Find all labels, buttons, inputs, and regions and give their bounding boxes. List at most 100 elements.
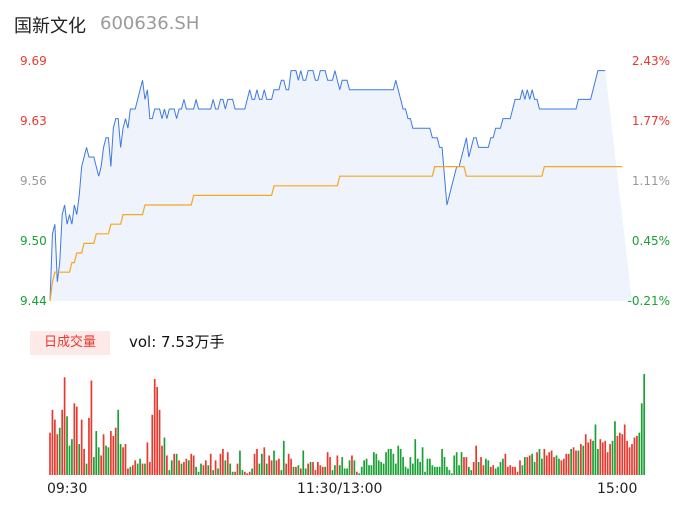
volume-bar <box>146 442 149 475</box>
y-tick-right-0: 2.43% <box>631 54 670 68</box>
volume-bar <box>548 452 551 475</box>
y-tick-left-2: 9.56 <box>20 174 47 188</box>
volume-bar <box>224 460 227 475</box>
volume-bar <box>404 466 407 475</box>
volume-bar <box>253 453 256 475</box>
y-tick-right-4: -0.21% <box>627 294 670 308</box>
volume-bar <box>321 466 324 475</box>
volume-bar <box>58 427 61 475</box>
volume-bar <box>392 453 395 475</box>
volume-bar <box>628 447 631 475</box>
volume-bar <box>122 447 124 475</box>
volume-bar <box>243 471 246 475</box>
volume-bar <box>589 439 592 475</box>
volume-bar <box>85 463 88 475</box>
volume-bar <box>222 448 224 475</box>
volume-bar <box>346 468 348 475</box>
volume-bar <box>185 458 188 475</box>
volume-bar <box>175 453 178 475</box>
y-tick-right-2: 1.11% <box>631 174 670 188</box>
volume-bar <box>268 455 271 475</box>
volume-bar <box>317 461 319 475</box>
volume-bar <box>61 409 64 475</box>
volume-bar <box>514 466 516 475</box>
volume-bar <box>543 448 546 475</box>
volume-bar <box>487 460 490 475</box>
volume-bar <box>594 424 597 475</box>
volume-bar <box>448 470 451 475</box>
volume-bar <box>538 448 541 475</box>
volume-bar <box>368 465 370 475</box>
volume-bar <box>597 448 599 475</box>
volume-bar <box>414 439 417 475</box>
volume-bar <box>287 453 290 475</box>
volume-bar <box>144 463 146 475</box>
volume-bar <box>192 455 195 475</box>
volume-bar <box>324 466 327 475</box>
volume-bar <box>309 461 312 475</box>
volume-bar <box>472 461 475 475</box>
volume-bar <box>90 380 93 475</box>
volume-bar <box>365 458 368 475</box>
volume-readout: vol: 7.53万手 <box>129 333 225 351</box>
volume-bar <box>560 460 563 475</box>
volume-bar <box>251 468 253 475</box>
volume-bar <box>387 448 390 475</box>
volume-bar <box>480 457 482 475</box>
volume-bar <box>528 455 531 475</box>
volume-bar <box>373 452 375 475</box>
volume-bar <box>587 442 590 475</box>
volume-bar <box>88 417 90 475</box>
volume-bar <box>219 453 222 475</box>
volume-bar <box>236 463 239 475</box>
volume-bar <box>562 458 565 475</box>
volume-bar <box>161 445 163 475</box>
volume-bar <box>482 465 485 475</box>
volume-bar <box>239 450 241 475</box>
volume-bar <box>231 471 234 475</box>
volume-bar <box>618 432 621 475</box>
volume-bar <box>226 452 229 475</box>
volume-bar <box>338 465 341 475</box>
volume-bar <box>521 465 524 475</box>
volume-bar <box>353 460 356 475</box>
volume-bar <box>382 463 385 475</box>
volume-bar <box>570 448 572 475</box>
stock-name: 国新文化 <box>14 16 86 37</box>
volume-bar <box>402 457 404 475</box>
volume-bar <box>212 470 215 475</box>
volume-bar <box>584 434 587 475</box>
y-tick-left-4: 9.44 <box>20 294 47 308</box>
volume-bar <box>441 448 443 475</box>
volume-bar <box>531 453 534 475</box>
volume-bar <box>217 468 219 475</box>
volume-bar <box>56 434 59 475</box>
volume-bar <box>433 466 436 475</box>
volume-tag[interactable]: 日成交量 <box>30 331 110 355</box>
volume-bar <box>633 437 636 475</box>
volume-bar <box>63 377 66 475</box>
volume-bar <box>411 463 414 475</box>
volume-bar <box>370 465 373 475</box>
volume-bar <box>616 435 619 475</box>
volume-bar <box>599 439 602 475</box>
volume-bar <box>545 455 548 475</box>
volume-bar <box>358 473 361 475</box>
y-tick-left-1: 9.63 <box>20 114 47 128</box>
volume-bar <box>341 457 344 475</box>
volume-bar <box>351 455 353 475</box>
volume-bar <box>375 453 378 475</box>
volume-bar <box>134 460 137 475</box>
volume-bar <box>299 468 302 475</box>
y-tick-left-0: 9.69 <box>20 54 47 68</box>
volume-bar <box>282 440 285 475</box>
volume-bar <box>75 406 78 475</box>
volume-bar <box>343 468 346 475</box>
volume-bar <box>202 465 205 475</box>
volume-bar <box>290 458 292 475</box>
volume-bar <box>606 452 609 475</box>
x-tick-midday: 11:30/13:00 <box>297 481 383 497</box>
volume-bar <box>180 463 183 475</box>
volume-bar <box>636 435 638 475</box>
volume-bar <box>524 457 526 475</box>
